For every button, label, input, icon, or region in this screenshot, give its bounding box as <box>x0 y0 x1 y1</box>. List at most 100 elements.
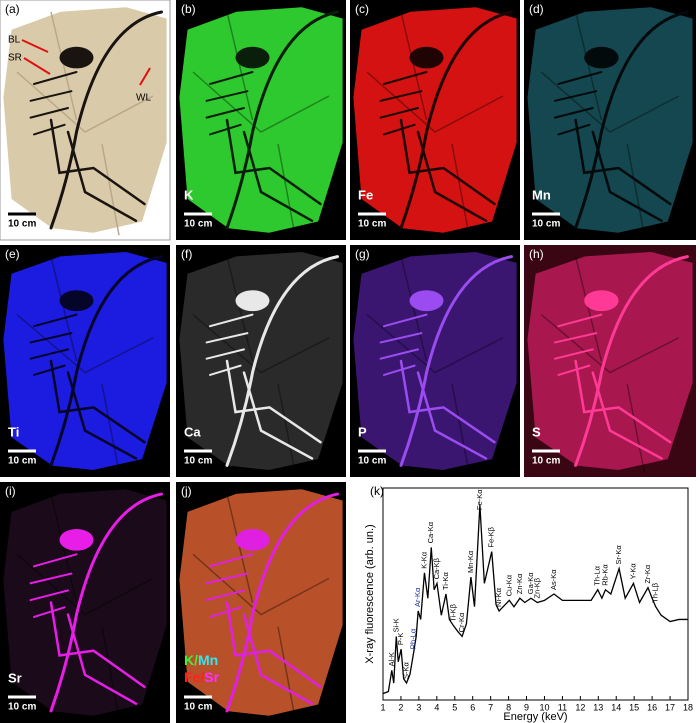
scale-label: 10 cm <box>8 702 36 713</box>
fossil-neck-tail <box>225 255 339 467</box>
scale-label: 10 cm <box>184 456 212 467</box>
image-panel: (h) S 10 cm <box>524 245 696 477</box>
scale-label: 10 cm <box>8 456 36 467</box>
fossil-neck-tail <box>574 255 689 467</box>
fossil-legs <box>399 118 496 223</box>
fossil-slab <box>3 251 167 471</box>
fossil-slab <box>179 7 343 233</box>
fossil-ribs <box>205 553 254 618</box>
fossil-skull <box>59 290 94 312</box>
panel-letter: (h) <box>529 247 544 261</box>
peak-label: Rb-Kα <box>600 564 609 586</box>
composite-legend: Fe/Sr <box>184 669 220 685</box>
x-tick-label: 13 <box>593 702 603 712</box>
fossil-neck-tail <box>399 255 513 467</box>
peak-label: Al-K <box>387 652 396 666</box>
element-label: Sr <box>8 670 22 685</box>
x-tick-label: 5 <box>452 702 457 712</box>
panel-letter: (g) <box>355 247 370 261</box>
peak-label: P-K <box>396 633 405 646</box>
fossil-neck-tail <box>49 10 163 230</box>
fossil-neck-tail <box>49 492 163 713</box>
element-label: S <box>532 424 541 439</box>
peak-label: Ca-Kβ <box>432 557 441 579</box>
fossil-legs <box>49 118 146 223</box>
peak-label: Ga-Kα <box>526 572 535 595</box>
fossil-ribs <box>205 313 254 376</box>
x-tick-label: 12 <box>575 702 585 712</box>
slab-crack <box>16 493 154 719</box>
element-label: Ca <box>184 424 201 439</box>
fossil-skull <box>59 46 94 69</box>
scale-label: 10 cm <box>184 219 212 230</box>
slab-crack <box>366 256 504 473</box>
scale-label: 10 cm <box>532 456 560 467</box>
legend-part: Mn <box>198 652 218 668</box>
slab-crack <box>192 493 330 719</box>
image-panel: (i) Sr 10 cm <box>0 482 170 723</box>
fossil-slab <box>353 251 517 471</box>
x-axis-label: Energy (keV) <box>503 711 567 723</box>
peak-label: Cu-Kα <box>504 574 513 596</box>
fossil-slab <box>179 251 343 471</box>
fossil-neck-tail <box>49 255 163 467</box>
peak-label: Si-K <box>391 618 400 632</box>
spectrum-line <box>382 504 688 695</box>
peak-label: Ti-Kα <box>441 572 450 590</box>
fossil-ribs <box>29 553 78 618</box>
peak-label: Fe-Kβ <box>487 526 496 547</box>
fossil-neck-tail <box>225 10 339 230</box>
annotation: BL <box>8 35 21 46</box>
panel-letter: (d) <box>529 2 544 16</box>
x-tick-label: 18 <box>683 702 693 712</box>
scale-label: 10 cm <box>8 219 36 230</box>
legend-part: / <box>200 669 204 685</box>
image-panel: (b) K 10 cm <box>176 0 346 240</box>
element-label: Ti <box>8 424 19 439</box>
image-panel: (f) Ca 10 cm <box>176 245 346 477</box>
fossil-neck-tail <box>574 10 689 230</box>
x-tick-label: 16 <box>647 702 657 712</box>
legend-part: Fe <box>184 669 201 685</box>
fossil-slab <box>353 7 517 233</box>
peak-label: Ar-Kα <box>413 587 422 607</box>
annotation: WL <box>136 93 151 104</box>
fossil-legs <box>225 601 322 705</box>
slab-crack <box>192 256 330 473</box>
fossil-skull <box>235 290 270 312</box>
scale-label: 10 cm <box>358 456 386 467</box>
peak-label: Cr-Kα <box>457 612 466 632</box>
fossil-legs <box>574 359 672 460</box>
fossil-slab <box>3 7 167 233</box>
fossil-ribs <box>553 71 603 136</box>
image-panel: (a) 10 cm BL SR WL <box>0 0 171 241</box>
x-tick-label: 17 <box>665 702 675 712</box>
x-tick-label: 14 <box>611 702 621 712</box>
peak-label: Ni-Kα <box>494 587 503 607</box>
x-tick-label: 1 <box>380 702 385 712</box>
fossil-neck-tail <box>399 10 513 230</box>
panel-letter: (f) <box>181 247 192 261</box>
fossil-slab <box>527 7 693 233</box>
x-tick-label: 8 <box>506 702 511 712</box>
fossil-legs <box>399 359 496 460</box>
slab-crack <box>540 11 680 236</box>
fossil-legs <box>225 359 322 460</box>
peak-label: As-Kα <box>549 569 558 590</box>
x-tick-label: 15 <box>629 702 639 712</box>
element-label: Fe <box>358 187 373 202</box>
peak-label: Sr-Kα <box>614 545 623 565</box>
peak-label: Zr-Kα <box>643 564 652 584</box>
peak-label: Rh-Lα <box>408 628 417 649</box>
legend-part: Sr <box>204 669 219 685</box>
fossil-skull <box>235 528 270 551</box>
composite-legend: K/Mn <box>184 652 218 668</box>
y-axis-label: X-ray fluorescence (arb. un.) <box>364 524 376 663</box>
peak-label: K-Kα <box>419 551 428 569</box>
panel-letter: (b) <box>181 2 196 16</box>
fossil-skull <box>409 290 444 312</box>
peak-label: Th-Lα <box>593 565 602 585</box>
image-panel: (c) Fe 10 cm <box>350 0 520 240</box>
